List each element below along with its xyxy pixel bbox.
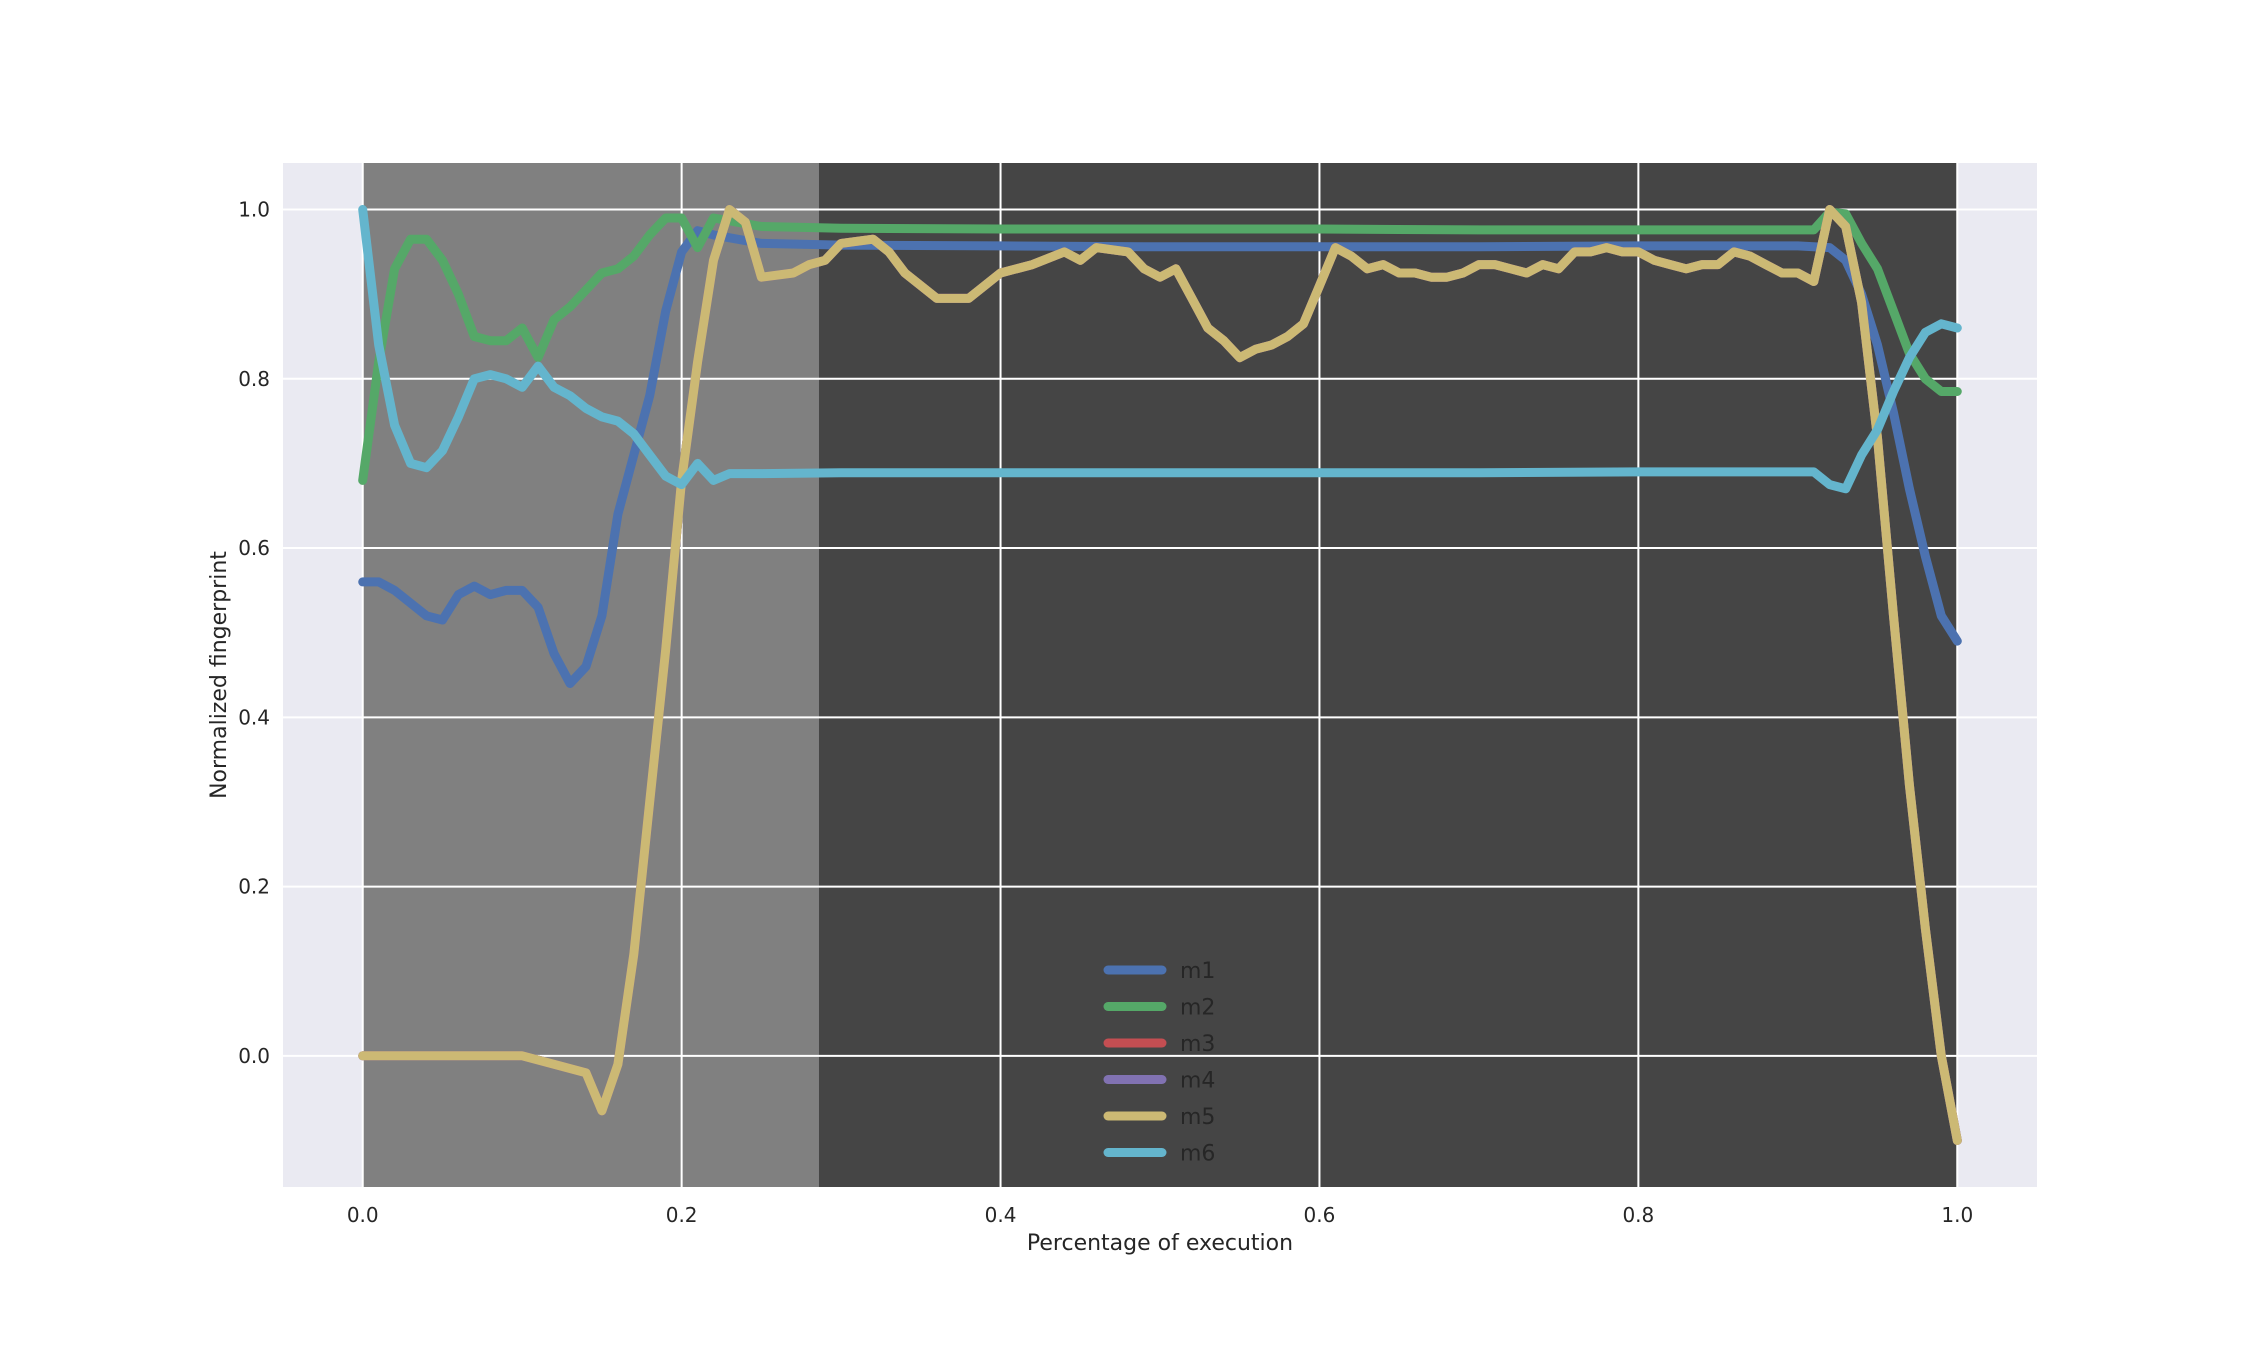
x-tick-label: 0.6 bbox=[1304, 1203, 1336, 1227]
y-tick-label: 0.4 bbox=[238, 705, 270, 729]
x-tick-label: 0.0 bbox=[347, 1203, 379, 1227]
legend: m1 m2 m3 m4 m5 m6 bbox=[1103, 959, 1215, 1167]
x-tick-label: 1.0 bbox=[1941, 1203, 1973, 1227]
shaded-region bbox=[818, 163, 1958, 1187]
x-axis-ticks: 0.0 0.2 0.4 0.6 0.8 1.0 bbox=[347, 1203, 1973, 1227]
y-axis-ticks: 0.0 0.2 0.4 0.6 0.8 1.0 bbox=[238, 198, 270, 1068]
x-axis-label: Percentage of execution bbox=[1027, 1231, 1293, 1256]
y-tick-label: 0.0 bbox=[238, 1044, 270, 1068]
shaded-region bbox=[362, 163, 819, 1187]
grid-lines bbox=[283, 163, 2037, 1187]
x-tick-label: 0.4 bbox=[985, 1203, 1017, 1227]
series-line-m2 bbox=[358, 207, 1962, 485]
x-tick-label: 0.2 bbox=[666, 1203, 698, 1227]
y-tick-label: 0.2 bbox=[238, 875, 270, 899]
legend-label-m2: m2 bbox=[1180, 996, 1215, 1021]
x-tick-label: 0.8 bbox=[1622, 1203, 1654, 1227]
series-line-m6 bbox=[358, 205, 1962, 494]
shaded-regions bbox=[283, 163, 2037, 1187]
y-tick-label: 0.6 bbox=[238, 536, 270, 560]
y-tick-label: 1.0 bbox=[238, 198, 270, 222]
y-tick-label: 0.8 bbox=[238, 367, 270, 391]
legend-label-m4: m4 bbox=[1180, 1069, 1215, 1094]
y-axis-label: Normalized fingerprint bbox=[207, 551, 232, 799]
series-line-m5 bbox=[358, 205, 1962, 1145]
legend-label-m1: m1 bbox=[1180, 959, 1215, 984]
legend-label-m3: m3 bbox=[1180, 1032, 1215, 1057]
legend-label-m5: m5 bbox=[1180, 1105, 1215, 1130]
legend-label-m6: m6 bbox=[1180, 1142, 1215, 1167]
series-lines bbox=[358, 205, 1962, 1145]
